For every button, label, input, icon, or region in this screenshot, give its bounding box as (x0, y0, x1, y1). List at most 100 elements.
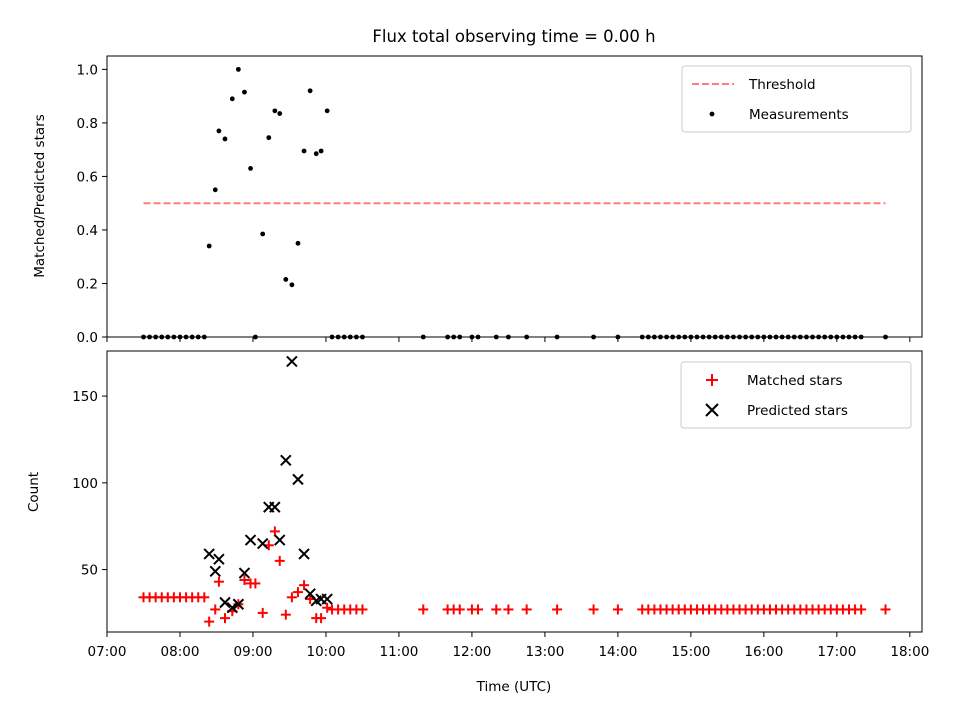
matched-stars-legend-label: Matched stars (747, 373, 843, 389)
matched-star-point (418, 604, 429, 615)
matched-star-point (299, 580, 310, 591)
matched-star-point (274, 555, 285, 566)
top-y-tick-label: 0.4 (77, 223, 98, 239)
bottom-legend-box (680, 361, 912, 429)
top-legend: Threshold Measurements (681, 65, 912, 133)
measurement-point (313, 151, 319, 157)
bottom-x-tick-label: 17:00 (817, 644, 856, 660)
bottom-plot-frame (106, 350, 923, 633)
matched-stars-legend-swatch (706, 374, 718, 386)
matched-star-point (612, 604, 623, 615)
predicted-star-point (232, 598, 245, 610)
matched-star-point (322, 602, 333, 613)
matched-star-point (269, 526, 280, 537)
bottom-x-ticks: 07:00 08:00 09:00 10:00 11:00 12:00 13:00 14:00… (88, 632, 929, 660)
predicted-star-point (209, 565, 221, 577)
matched-star-point (286, 592, 297, 603)
bottom-legend: Matched stars Predicted stars (680, 361, 912, 429)
top-y-ticks: 0.0 0.2 0.4 0.6 0.8 1.0 (77, 62, 107, 346)
measurement-point (242, 89, 247, 95)
measurement-point (222, 136, 228, 142)
bottom-y-axis-label: Count (26, 472, 42, 512)
bottom-x-tick-label: 09:00 (234, 644, 273, 660)
measurement-point (307, 88, 313, 94)
matched-star-point (210, 604, 221, 615)
chart-title: Flux total observing time = 0.00 h (372, 27, 655, 46)
bottom-y-ticks: 50 100 150 (72, 389, 107, 579)
top-y-axis-label: Matched/Predicted stars (32, 114, 48, 277)
bottom-x-tick-label: 10:00 (307, 644, 346, 660)
bottom-y-tick-label: 50 (81, 563, 98, 579)
measurement-point (212, 187, 218, 193)
bottom-panel: 50 100 150 07:00 08:00 09:00 10:00 11:00 12:00 1… (26, 350, 929, 695)
matched-star-point (292, 587, 303, 598)
bottom-marks (138, 355, 891, 627)
top-y-tick-label: 0.0 (77, 330, 98, 346)
matched-star-point (588, 604, 599, 615)
predicted-star-point (280, 454, 292, 466)
measurement-point (266, 135, 272, 141)
predicted-star-point (256, 537, 269, 550)
x-axis-label: Time (UTC) (476, 679, 552, 695)
measurement-point (283, 277, 289, 282)
bottom-x-tick-label: 18:00 (890, 644, 929, 660)
predicted-star-point (286, 355, 298, 368)
bottom-y-tick-label: 150 (72, 389, 98, 405)
top-y-tick-label: 0.8 (77, 116, 98, 132)
predicted-stars-legend-swatch (705, 403, 719, 417)
measurement-point (260, 231, 266, 237)
bottom-x-tick-label: 16:00 (744, 644, 783, 660)
bottom-x-tick-label: 07:00 (88, 644, 127, 660)
predicted-star-point (226, 602, 238, 614)
predicted-star-point (321, 593, 333, 605)
matched-star-point (552, 604, 563, 615)
matched-star-point (473, 604, 484, 615)
top-y-tick-label: 0.6 (77, 169, 98, 185)
predicted-star-point (219, 596, 231, 609)
measurement-point (229, 96, 235, 102)
predicted-star-point (213, 553, 225, 565)
matched-star-point (213, 576, 224, 587)
matched-star-point (204, 616, 215, 627)
top-x-ticks (106, 337, 911, 342)
predicted-star-point (269, 501, 281, 513)
matched-star-point (521, 604, 532, 615)
measurement-point (248, 166, 253, 171)
predicted-star-point (298, 548, 310, 560)
matched-star-point (503, 604, 514, 615)
bottom-x-tick-label: 14:00 (598, 644, 637, 660)
predicted-stars-legend-label: Predicted stars (747, 403, 848, 419)
bottom-x-tick-label: 12:00 (452, 644, 491, 660)
bottom-y-tick-label: 100 (72, 476, 98, 492)
measurement-point (318, 148, 324, 154)
measurement-point (324, 108, 330, 114)
measurement-point (272, 108, 278, 114)
bottom-x-tick-label: 15:00 (671, 644, 710, 660)
matched-star-point (454, 604, 465, 615)
measurement-point (289, 282, 295, 288)
measurements-legend-swatch (709, 111, 715, 117)
measurements-legend-label: Measurements (749, 107, 849, 123)
matched-star-point (491, 604, 502, 615)
matched-star-point (880, 604, 891, 615)
matched-star-point (316, 613, 327, 624)
top-y-tick-label: 0.2 (77, 276, 98, 292)
matched-star-point (239, 574, 250, 585)
measurement-point (235, 66, 241, 72)
measurement-point (301, 148, 307, 154)
predicted-star-point (274, 534, 286, 546)
top-legend-box (681, 65, 912, 133)
threshold-legend-label: Threshold (748, 77, 816, 93)
measurement-point (295, 240, 301, 246)
matched-star-point (199, 592, 210, 603)
bottom-x-tick-label: 13:00 (525, 644, 564, 660)
matched-star-point (257, 607, 268, 618)
top-panel: 0.0 0.2 0.4 0.6 0.8 1.0 Matched/Predicted sta… (32, 55, 923, 346)
matched-star-point (219, 613, 230, 624)
predicted-star-point (203, 548, 215, 560)
measurement-point (216, 128, 222, 134)
top-y-tick-label: 1.0 (77, 62, 98, 78)
measurement-point (206, 243, 212, 249)
predicted-star-point (244, 534, 257, 546)
